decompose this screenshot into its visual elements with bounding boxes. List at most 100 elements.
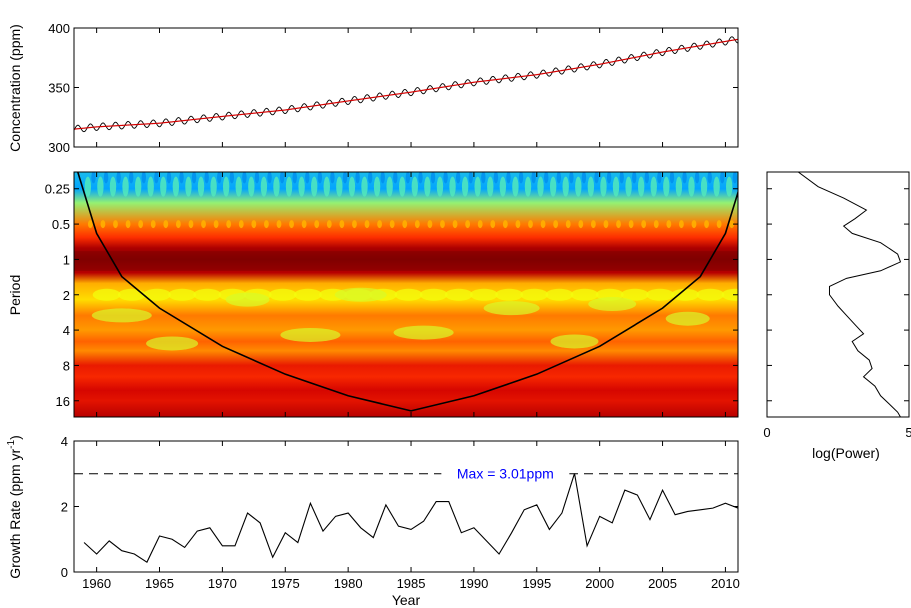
wavelet-semiannual-dot: [364, 220, 370, 229]
co2-plot-area: [74, 36, 738, 133]
wavelet-blob: [393, 325, 454, 340]
growth-ytick-label: 0: [61, 565, 68, 580]
wavelet-hf-streak: [436, 176, 444, 197]
wavelet-semiannual-dot: [440, 220, 445, 229]
wavelet-hf-streak: [650, 176, 657, 197]
wavelet-hf-streak: [229, 172, 235, 184]
wavelet-hf-streak: [644, 172, 650, 184]
wavelet-semiannual-dot: [704, 220, 709, 229]
wavelet-blob: [146, 336, 199, 351]
co2-yticks: 300 350 400: [48, 21, 738, 155]
wavelet-hf-streak: [172, 176, 180, 197]
wavelet-blob: [520, 288, 549, 301]
wavelet-blob: [721, 288, 738, 301]
wavelet-semiannual-dot: [641, 220, 647, 229]
wavelet-semiannual-dot: [150, 220, 156, 229]
wavelet-semiannual-dot: [427, 220, 433, 229]
wavelet-ytick-label: 0.25: [45, 182, 70, 197]
growth-axes-frame: [73, 440, 739, 573]
wavelet-hf-streak: [254, 172, 260, 184]
growth-panel: Max = 3.01ppm 024 1960 1965 1970 1975 1980 19…: [6, 434, 740, 608]
growth-xtick-label: 1965: [145, 576, 174, 591]
wavelet-hf-streak: [373, 176, 381, 197]
wavelet-hf-streak: [285, 176, 293, 197]
wavelet-hf-streak: [556, 172, 561, 184]
wavelet-semiannual-dot: [87, 220, 93, 229]
wavelet-hf-streak: [487, 176, 494, 197]
wavelet-hf-streak: [166, 172, 172, 184]
wavelet-semiannual-dot: [515, 220, 521, 229]
global-xlabel: log(Power): [812, 445, 880, 461]
wavelet-hf-streak: [587, 176, 595, 197]
wavelet-blob: [550, 334, 599, 349]
wavelet-semiannual-dot: [603, 220, 609, 229]
growth-xtick-label: 2000: [585, 576, 614, 591]
wavelet-semiannual-dot: [163, 220, 169, 229]
wavelet-blob: [495, 288, 524, 301]
wavelet-semiannual-dot: [314, 220, 320, 229]
wavelet-hf-streak: [694, 172, 700, 184]
wavelet-blob: [268, 288, 297, 301]
wavelet-hf-streak: [669, 172, 675, 184]
wavelet-blob: [483, 301, 540, 316]
wavelet-hf-streak: [330, 172, 335, 184]
wavelet-hf-streak: [185, 176, 192, 197]
wavelet-hf-streak: [134, 176, 142, 197]
co2-axes-frame: [73, 27, 739, 148]
wavelet-hf-streak: [682, 172, 687, 184]
wavelet-hf-streak: [116, 172, 121, 184]
wavelet-ytick-label: 4: [63, 323, 70, 338]
wavelet-semiannual-dot: [138, 220, 144, 229]
wavelet-plot-area: [74, 171, 749, 417]
wavelet-semiannual-dot: [125, 220, 131, 229]
wavelet-hf-streak: [305, 172, 310, 184]
wavelet-hf-streak: [594, 172, 599, 184]
global-spectrum-panel: 0 5 log(Power): [763, 171, 911, 461]
co2-ytick-label: 300: [48, 140, 70, 155]
wavelet-semiannual-dot: [276, 220, 282, 229]
wavelet-hf-streak: [675, 176, 683, 197]
wavelet-hf-streak: [260, 176, 268, 197]
wavelet-hf-streak: [273, 176, 280, 197]
co2-ytick-label: 350: [48, 81, 70, 96]
co2-panel: 300 350 400 Concentration (ppm): [7, 21, 739, 155]
wavelet-semiannual-dot: [113, 220, 118, 229]
wavelet-hf-streak: [663, 176, 670, 197]
growth-ylabel: Growth Rate (ppm yr-1): [6, 435, 23, 579]
wavelet-semiannual-dot: [251, 220, 257, 229]
growth-xtick-label: 1960: [82, 576, 111, 591]
wavelet-hf-streak: [197, 176, 205, 197]
wavelet-hf-streak: [147, 176, 154, 197]
wavelet-hf-streak: [625, 176, 632, 197]
wavelet-hf-streak: [745, 171, 749, 183]
wavelet-semiannual-dot: [188, 220, 194, 229]
wavelet-hf-streak: [336, 176, 343, 197]
wavelet-semiannual-dot: [465, 220, 471, 229]
wavelet-hf-streak: [380, 172, 385, 184]
wavelet-hf-streak: [531, 172, 536, 184]
wavelet-hf-streak: [103, 172, 109, 184]
global-spectrum-line: [797, 172, 902, 417]
wavelet-hf-streak: [549, 176, 557, 197]
wavelet-hf-streak: [91, 172, 96, 184]
wavelet-blob: [696, 288, 725, 301]
wavelet-hf-streak: [632, 172, 637, 184]
wavelet-blob: [469, 288, 498, 301]
wavelet-ytick-label: 1: [63, 252, 70, 267]
wavelet-hf-streak: [210, 176, 217, 197]
wavelet-hf-streak: [267, 172, 272, 184]
wavelet-semiannual-dot: [716, 220, 722, 229]
global-xtick-label: 5: [905, 425, 911, 440]
global-xtick-label: 0: [763, 425, 770, 440]
wavelet-hf-streak: [499, 176, 507, 197]
wavelet-hf-streak: [739, 177, 745, 197]
wavelet-semiannual-dot: [742, 220, 747, 228]
wavelet-blob: [665, 311, 710, 326]
wavelet-blob: [334, 287, 387, 302]
wavelet-hf-streak: [481, 172, 486, 184]
wavelet-hf-streak: [217, 172, 222, 184]
wavelet-hf-streak: [506, 172, 511, 184]
wavelet-blob: [545, 288, 574, 301]
wavelet-semiannual-dot: [339, 220, 345, 229]
wavelet-semiannual-dot: [477, 220, 483, 229]
